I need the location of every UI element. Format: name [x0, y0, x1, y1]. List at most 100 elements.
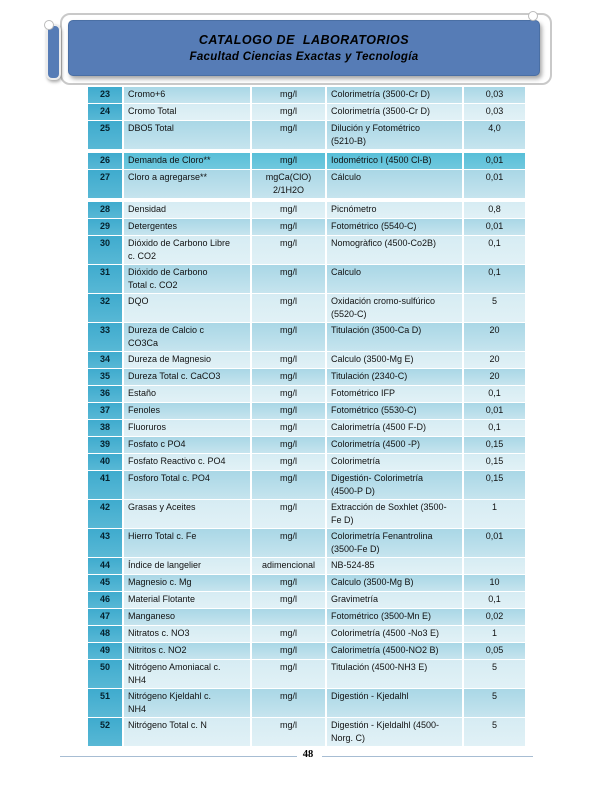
- parameter-name-cell: Fosfato Reactivo c. PO4: [124, 454, 250, 470]
- table-row: 31 Dióxido de Carbono Total c. CO2 mg/l …: [88, 265, 525, 293]
- unit-cell: mg/l: [252, 236, 325, 264]
- table-row: 51 Nitrógeno Kjeldahl c. NH4 mg/l Digest…: [88, 689, 525, 717]
- parameter-name-cell: Nitrógeno Kjeldahl c. NH4: [124, 689, 250, 717]
- value-cell: 4,0: [464, 121, 525, 149]
- unit-cell: mg/l: [252, 202, 325, 218]
- unit-cell: mg/l: [252, 219, 325, 235]
- footer-rule-left: [60, 756, 297, 757]
- method-cell: Calorimetría (4500-NO2 B): [327, 643, 462, 659]
- unit-cell: mg/l: [252, 323, 325, 351]
- value-cell: 1: [464, 626, 525, 642]
- unit-cell: mg/l: [252, 689, 325, 717]
- parameter-name-cell: Dióxido de Carbono Total c. CO2: [124, 265, 250, 293]
- table-row: 28 Densidad mg/l Picnómetro 0,8: [88, 202, 525, 218]
- page-subtitle: Facultad Ciencias Exactas y Tecnología: [189, 51, 419, 63]
- value-cell: 0,01: [464, 170, 525, 198]
- row-number-cell: 23: [88, 87, 122, 103]
- row-number-cell: 47: [88, 609, 122, 625]
- value-cell: 0,1: [464, 236, 525, 264]
- parameter-name-cell: Fosfato c PO4: [124, 437, 250, 453]
- method-cell: Digestión- Colorimetría (4500-P D): [327, 471, 462, 499]
- page-title: CATALOGO DE LABORATORIOS: [198, 33, 410, 47]
- unit-cell: mg/l: [252, 437, 325, 453]
- method-cell: Colorimetría (4500 -P): [327, 437, 462, 453]
- method-cell: Nomogràfico (4500-Co2B): [327, 236, 462, 264]
- method-cell: NB-524-85: [327, 558, 462, 574]
- unit-cell: mg/l: [252, 420, 325, 436]
- parameter-name-cell: Dureza de Magnesio: [124, 352, 250, 368]
- table-row: 23 Cromo+6 mg/l Colorimetría (3500-Cr D)…: [88, 87, 525, 103]
- unit-cell: mg/l: [252, 104, 325, 120]
- parameter-name-cell: Cromo+6: [124, 87, 250, 103]
- row-number-cell: 24: [88, 104, 122, 120]
- unit-cell: mg/l: [252, 369, 325, 385]
- method-cell: Titulación (2340-C): [327, 369, 462, 385]
- unit-cell: mg/l: [252, 660, 325, 688]
- row-number-cell: 34: [88, 352, 122, 368]
- unit-cell: mg/l: [252, 352, 325, 368]
- value-cell: 20: [464, 352, 525, 368]
- method-cell: Cálculo: [327, 170, 462, 198]
- value-cell: 0,01: [464, 529, 525, 557]
- method-cell: Calorimetría (4500 F-D): [327, 420, 462, 436]
- unit-cell: mg/l: [252, 471, 325, 499]
- row-number-cell: 41: [88, 471, 122, 499]
- banner-left-pill: [46, 24, 61, 80]
- table-row: 36 Estaño mg/l Fotométrico IFP 0,1: [88, 386, 525, 402]
- row-number-cell: 28: [88, 202, 122, 218]
- page-number: 48: [302, 749, 314, 760]
- value-cell: 0,8: [464, 202, 525, 218]
- parameter-name-cell: DQO: [124, 294, 250, 322]
- method-cell: Fotométrico (5530-C): [327, 403, 462, 419]
- method-cell: Iodométrico I (4500 Cl-B): [327, 153, 462, 169]
- value-cell: 0,01: [464, 219, 525, 235]
- row-number-cell: 49: [88, 643, 122, 659]
- row-number-cell: 27: [88, 170, 122, 198]
- unit-cell: mg/l: [252, 575, 325, 591]
- table-row: 49 Nitritos c. NO2 mg/l Calorimetría (45…: [88, 643, 525, 659]
- method-cell: Digestión - Kjeldalhl (4500- Norg. C): [327, 718, 462, 746]
- parameter-name-cell: Nitrógeno Total c. N: [124, 718, 250, 746]
- header-banner: CATALOGO DE LABORATORIOS Facultad Cienci…: [68, 20, 540, 76]
- table-row: 37 Fenoles mg/l Fotométrico (5530-C) 0,0…: [88, 403, 525, 419]
- unit-cell: mg/l: [252, 265, 325, 293]
- unit-cell: adimencional: [252, 558, 325, 574]
- parameter-name-cell: Hierro Total c. Fe: [124, 529, 250, 557]
- value-cell: [464, 558, 525, 574]
- table-row: 40 Fosfato Reactivo c. PO4 mg/l Colorime…: [88, 454, 525, 470]
- value-cell: 0,05: [464, 643, 525, 659]
- row-number-cell: 52: [88, 718, 122, 746]
- table-row: 30 Dióxido de Carbono Libre c. CO2 mg/l …: [88, 236, 525, 264]
- parameter-name-cell: Densidad: [124, 202, 250, 218]
- parameter-name-cell: Demanda de Cloro**: [124, 153, 250, 169]
- table-row: 46 Material Flotante mg/l Gravimetría 0,…: [88, 592, 525, 608]
- method-cell: Colorimetría (3500-Cr D): [327, 87, 462, 103]
- method-cell: Picnómetro: [327, 202, 462, 218]
- value-cell: 0,03: [464, 87, 525, 103]
- method-cell: Colorimetría (3500-Cr D): [327, 104, 462, 120]
- row-number-cell: 35: [88, 369, 122, 385]
- table-row: 35 Dureza Total c. CaCO3 mg/l Titulación…: [88, 369, 525, 385]
- scroll-shape-outline: [60, 13, 552, 85]
- method-cell: Titulación (4500-NH3 E): [327, 660, 462, 688]
- value-cell: 20: [464, 369, 525, 385]
- table-row: 34 Dureza de Magnesio mg/l Calculo (3500…: [88, 352, 525, 368]
- unit-cell: mg/l: [252, 500, 325, 528]
- row-number-cell: 39: [88, 437, 122, 453]
- value-cell: 5: [464, 718, 525, 746]
- value-cell: 0,1: [464, 592, 525, 608]
- row-number-cell: 40: [88, 454, 122, 470]
- row-number-cell: 45: [88, 575, 122, 591]
- parameter-name-cell: Manganeso: [124, 609, 250, 625]
- unit-cell: mgCa(ClO) 2/1H2O: [252, 170, 325, 198]
- method-cell: Colorimetría (4500 -No3 E): [327, 626, 462, 642]
- parameter-name-cell: Cloro a agregarse**: [124, 170, 250, 198]
- unit-cell: [252, 609, 325, 625]
- unit-cell: mg/l: [252, 87, 325, 103]
- table-row: 27 Cloro a agregarse** mgCa(ClO) 2/1H2O …: [88, 170, 525, 198]
- method-cell: Colorimetría Fenantrolina (3500-Fe D): [327, 529, 462, 557]
- parameter-name-cell: Nitratos c. NO3: [124, 626, 250, 642]
- parameter-name-cell: Cromo Total: [124, 104, 250, 120]
- table-row: 52 Nitrógeno Total c. N mg/l Digestión -…: [88, 718, 525, 746]
